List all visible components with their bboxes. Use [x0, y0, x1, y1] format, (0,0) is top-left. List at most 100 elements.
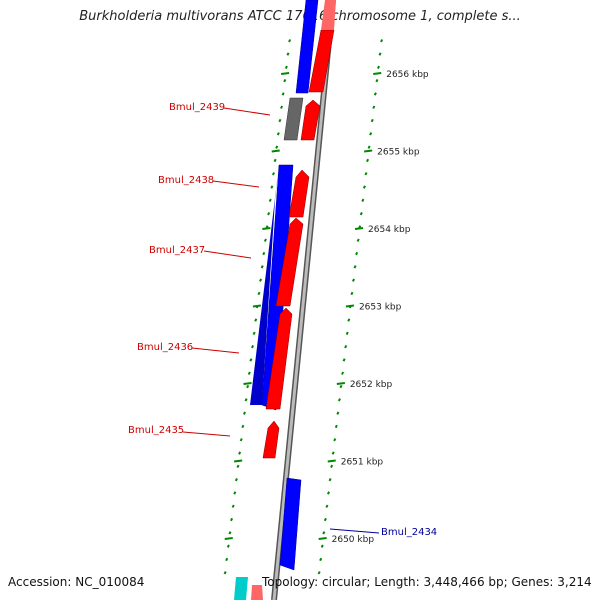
pseudo-gene	[283, 97, 304, 141]
scale-tick	[234, 477, 238, 482]
scale-tick	[380, 39, 384, 43]
gene-label[interactable]: Bmul_2436	[137, 342, 193, 353]
scale-tick	[251, 344, 255, 349]
gene-label[interactable]: Bmul_2437	[149, 245, 205, 256]
scale-tick	[231, 504, 235, 508]
scale-tick	[372, 105, 376, 109]
scale-tick	[236, 464, 240, 469]
major-scale-tick	[364, 149, 373, 153]
major-scale-tick	[345, 304, 355, 308]
scale-tick	[275, 145, 279, 149]
scale-tick	[317, 571, 321, 575]
scale-tick	[254, 318, 258, 322]
scale-tick	[281, 92, 285, 96]
scale-tick	[320, 544, 324, 548]
scale-tick	[286, 52, 290, 56]
major-scale-tick	[336, 382, 345, 385]
scale-tick	[280, 105, 284, 109]
scale-tick	[367, 145, 371, 149]
scale-tick	[246, 384, 250, 389]
scale-tick-label: 2653 kbp	[359, 303, 402, 313]
forward-gene	[300, 99, 321, 141]
scale-tick	[252, 331, 256, 336]
scale-tick	[341, 371, 345, 375]
scale-tick	[284, 65, 288, 70]
scale-tick-label: 2651 kbp	[341, 458, 384, 468]
scale-tick	[249, 358, 253, 362]
scale-tick	[373, 92, 377, 96]
scale-tick	[364, 172, 368, 176]
scale-tick	[273, 158, 277, 163]
gene-label[interactable]: Bmul_2434	[381, 527, 437, 538]
scale-tick	[342, 358, 346, 362]
scale-tick	[328, 477, 332, 482]
scale-tick	[376, 65, 380, 70]
scale-tick	[223, 571, 227, 575]
scale-tick	[339, 384, 343, 389]
gene-label-leader	[329, 528, 380, 534]
scale-tick	[244, 398, 248, 402]
major-scale-tick	[262, 227, 271, 230]
scale-tick	[362, 185, 366, 189]
scale-tick	[331, 451, 335, 455]
scale-tick	[323, 517, 327, 522]
gene-label-leader	[203, 250, 252, 259]
map-title: Burkholderia multivorans ATCC 17616 chro…	[79, 9, 521, 24]
scale-tick	[344, 344, 348, 349]
major-scale-tick	[354, 227, 364, 230]
gene-label-leader	[182, 431, 231, 437]
scale-tick	[378, 52, 382, 56]
major-scale-tick	[252, 304, 262, 308]
scale-tick	[257, 291, 261, 296]
scale-tick	[238, 451, 242, 455]
backbone-line-inner	[272, 0, 335, 600]
major-scale-tick	[327, 459, 336, 463]
scale-tick	[233, 491, 237, 495]
scale-tick	[361, 198, 365, 203]
scale-tick	[239, 438, 243, 442]
scale-tick	[276, 132, 280, 136]
gene-label[interactable]: Bmul_2439	[169, 102, 225, 113]
forward-gene	[251, 585, 263, 600]
major-scale-tick	[318, 537, 327, 540]
scale-tick	[347, 318, 351, 322]
scale-tick	[263, 238, 267, 242]
scale-tick	[271, 172, 275, 176]
scale-ticks	[223, 39, 384, 575]
scale-tick	[353, 265, 357, 269]
major-scale-tick	[271, 149, 280, 153]
major-scale-tick	[373, 72, 382, 75]
gene-label[interactable]: Bmul_2435	[128, 425, 184, 436]
scale-tick	[336, 411, 340, 415]
accession-text: Accession: NC_010084	[8, 575, 145, 589]
scale-tick	[334, 424, 338, 429]
gene-label-group: Bmul_2439 Bmul_2438 Bmul_2437 Bmul_2436 …	[128, 102, 437, 538]
scale-tick	[247, 371, 251, 375]
scale-tick	[322, 531, 326, 535]
scale-tick	[288, 39, 292, 43]
scale-tick	[333, 438, 337, 442]
scale-tick	[325, 504, 329, 508]
scale-tick	[268, 198, 272, 203]
scale-tick	[370, 118, 374, 123]
major-scale-tick	[234, 459, 243, 463]
scale-tick	[345, 331, 349, 336]
major-scale-tick	[224, 537, 233, 540]
scale-tick-label: 2656 kbp	[386, 70, 429, 80]
scale-tick	[366, 158, 370, 163]
forward-gene	[275, 217, 304, 307]
scale-tick	[319, 557, 323, 562]
gene-label[interactable]: Bmul_2438	[158, 175, 214, 186]
scale-tick	[355, 251, 359, 256]
scale-tick	[283, 78, 287, 83]
scale-tick	[262, 251, 266, 256]
scale-tick	[241, 424, 245, 429]
scale-tick	[351, 278, 355, 282]
genome-summary-text: Topology: circular; Length: 3,448,466 bp…	[262, 575, 592, 589]
scale-tick	[242, 411, 246, 415]
reverse-gene-block	[295, 0, 319, 94]
scale-tick	[359, 211, 363, 216]
reverse-gene-block	[250, 165, 279, 405]
scale-tick	[226, 544, 230, 548]
scale-tick-label: 2652 kbp	[350, 380, 393, 390]
